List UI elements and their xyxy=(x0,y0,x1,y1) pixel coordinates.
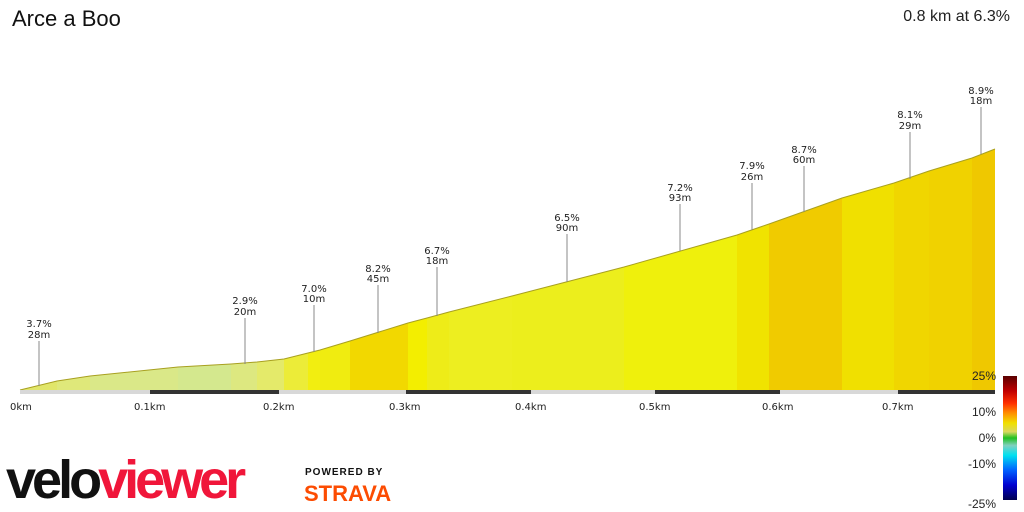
x-tick: 0.3km xyxy=(389,402,420,413)
x-tick: 0.7km xyxy=(882,402,913,413)
segment-grade: 8.7% xyxy=(791,145,816,156)
segment-length: 28m xyxy=(28,330,50,341)
segment-grade: 8.2% xyxy=(365,264,390,275)
logo-velo: velo xyxy=(6,450,102,510)
segment-grade: 7.2% xyxy=(667,183,692,194)
segment-grade: 7.0% xyxy=(301,284,326,295)
logo-viewer: viewer xyxy=(98,450,246,510)
x-tick: 0.6km xyxy=(762,402,793,413)
legend-label: 25% xyxy=(972,369,996,383)
x-tick: 0.5km xyxy=(639,402,670,413)
x-tick: 0km xyxy=(10,402,32,413)
segment-grade: 7.9% xyxy=(739,161,764,172)
climb-summary: 0.8 km at 6.3% xyxy=(903,8,1010,25)
segment-length: 18m xyxy=(970,96,992,107)
segment-length: 90m xyxy=(556,223,578,234)
legend-label: 0% xyxy=(979,431,997,445)
segment-labels: 3.7% 28m 2.9% 20m 7.0% 10m 8.2% 45m 6.7%… xyxy=(26,86,993,341)
segment-grade: 6.5% xyxy=(554,213,579,224)
legend-label: 10% xyxy=(972,405,996,419)
segment-length: 20m xyxy=(234,307,256,318)
segment-length: 60m xyxy=(793,155,815,166)
segment-grade: 3.7% xyxy=(26,319,51,330)
segment-callouts xyxy=(38,107,982,386)
segment-length: 45m xyxy=(367,274,389,285)
segment-length: 93m xyxy=(669,193,691,204)
x-tick: 0.2km xyxy=(263,402,294,413)
segment-length: 29m xyxy=(899,121,921,132)
x-tick: 0.1km xyxy=(134,402,165,413)
powered-by-label: POWERED BY xyxy=(305,467,384,478)
grade-color-legend: 25% 10% 0% -10% -25% xyxy=(968,369,1017,511)
segment-grade: 2.9% xyxy=(232,296,257,307)
veloviewer-logo: veloviewer xyxy=(6,450,246,510)
segment-length: 10m xyxy=(303,294,325,305)
segment-grade: 8.1% xyxy=(897,110,922,121)
x-axis-ticks: 0km 0.1km 0.2km 0.3km 0.4km 0.5km 0.6km … xyxy=(10,402,913,413)
distance-scale-bar xyxy=(20,390,995,394)
segment-grade: 6.7% xyxy=(424,246,449,257)
segment-length: 26m xyxy=(741,172,763,183)
x-tick: 0.4km xyxy=(515,402,546,413)
legend-label: -25% xyxy=(968,497,996,511)
segment-grade: 8.9% xyxy=(968,86,993,97)
legend-label: -10% xyxy=(968,457,996,471)
segment-length: 18m xyxy=(426,256,448,267)
profile-segments xyxy=(19,148,996,391)
strava-logo: STRAVA xyxy=(304,481,392,506)
climb-title: Arce a Boo xyxy=(12,6,121,31)
